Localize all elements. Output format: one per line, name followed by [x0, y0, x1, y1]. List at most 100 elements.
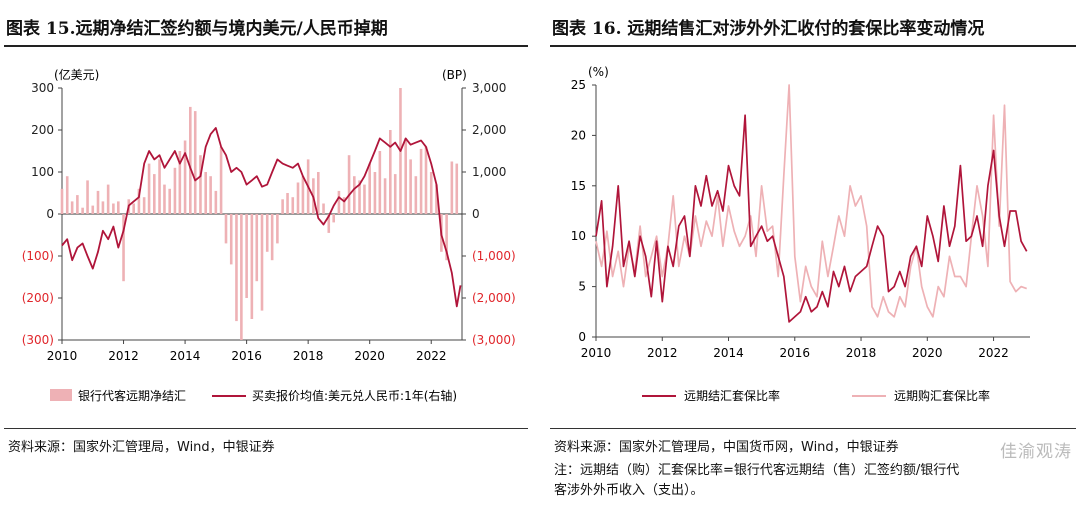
- legend-label-settlement: 远期结汇套保比率: [684, 388, 780, 403]
- net-settlement-bar: [270, 214, 274, 261]
- watermark-text: 佳渝观涛: [1000, 442, 1072, 462]
- y-tick-label: 5: [578, 280, 586, 294]
- figure-15-source: 资料来源：国家外汇管理局，Wind，中银证券: [8, 440, 275, 455]
- net-settlement-bar: [204, 172, 207, 214]
- x-tick-label: 2022: [416, 349, 447, 363]
- net-settlement-bar: [137, 188, 141, 214]
- net-settlement-bar: [450, 161, 454, 214]
- net-settlement-bar: [240, 214, 243, 340]
- net-settlement-bar: [342, 197, 346, 214]
- y-tick-label: 10: [571, 229, 586, 243]
- net-settlement-bar: [158, 159, 161, 214]
- net-settlement-bar: [86, 180, 89, 214]
- net-settlement-bar: [296, 182, 300, 214]
- net-settlement-bar: [455, 163, 459, 214]
- right-tick-label: (1,000): [472, 249, 516, 263]
- settlement-hedge-ratio-line: [595, 114, 1028, 323]
- left-tick-label: 200: [31, 123, 54, 137]
- net-settlement-bar: [347, 155, 351, 214]
- net-settlement-bar: [65, 176, 69, 214]
- net-settlement-bar: [81, 207, 84, 214]
- net-settlement-bar: [235, 214, 238, 322]
- figure-16-note: 注：远期结（购）汇套保比率=银行代客远期结（售）汇签约额/银行代 客涉外外币收入…: [554, 461, 1069, 501]
- net-settlement-bar: [255, 214, 259, 282]
- y-tick-label: 20: [571, 128, 586, 142]
- net-settlement-bar: [173, 167, 177, 214]
- x-tick-label: 2012: [647, 346, 678, 360]
- net-settlement-bar: [168, 188, 171, 214]
- net-settlement-bar: [363, 184, 366, 214]
- title-rule: [4, 45, 528, 47]
- figure-15-chart: (亿美元) (BP) 300 200 100 0 (100) (200) (300) 3,000 2…: [22, 67, 516, 403]
- y-tick-label: 0: [578, 330, 586, 344]
- right-tick-label: 1,000: [472, 165, 506, 179]
- net-settlement-bar: [163, 184, 166, 214]
- note-line-1: 注：远期结（购）汇套保比率=银行代客远期结（售）汇签约额/银行代: [554, 463, 960, 478]
- net-settlement-bar: [70, 201, 74, 214]
- net-settlement-bar: [445, 214, 448, 261]
- x-tick-label: 2020: [354, 349, 385, 363]
- net-settlement-bar: [414, 176, 418, 214]
- left-tick-label: 300: [31, 81, 54, 95]
- net-settlement-bar: [286, 193, 289, 214]
- right-tick-label: (2,000): [472, 291, 516, 305]
- net-settlement-bar: [153, 174, 156, 214]
- net-settlement-bar: [219, 146, 223, 214]
- net-settlement-bar: [332, 214, 335, 223]
- title-rule: [550, 45, 1076, 47]
- swap-line: [61, 127, 462, 308]
- net-settlement-bar: [322, 203, 325, 214]
- net-settlement-bar: [358, 180, 361, 214]
- right-tick-label: (3,000): [472, 333, 516, 347]
- x-tick-label: 2022: [978, 346, 1009, 360]
- net-settlement-bar: [435, 184, 438, 214]
- net-settlement-bar: [409, 159, 412, 214]
- net-settlement-bar: [132, 203, 135, 214]
- net-settlement-bar: [96, 190, 100, 214]
- net-settlement-bar: [142, 197, 146, 214]
- net-settlement-bar: [353, 176, 356, 214]
- net-settlement-bar: [327, 214, 331, 233]
- legend-label-bars: 银行代客远期净结汇: [78, 388, 186, 403]
- net-settlement-bar: [383, 178, 387, 214]
- left-tick-label: (200): [22, 291, 54, 305]
- net-settlement-bar: [147, 163, 151, 214]
- net-settlement-bar: [117, 201, 120, 214]
- y-tick-label: 25: [571, 78, 586, 92]
- figure-16-title: 图表 16. 远期结售汇对涉外外汇收付的套保比率变动情况: [552, 19, 985, 39]
- net-settlement-bar: [209, 176, 212, 214]
- net-settlement-bar: [368, 163, 371, 214]
- note-line-2: 客涉外外币收入（支出）。: [554, 483, 704, 498]
- net-settlement-bar: [260, 214, 264, 311]
- net-settlement-bar: [378, 151, 382, 214]
- net-settlement-bar: [229, 214, 233, 265]
- left-tick-label: (100): [22, 249, 54, 263]
- figure-16-chart: (%)25 20 15 10 5 0 2010 2012 2014 2016 2018 2020 202…: [571, 65, 1030, 403]
- net-settlement-bar: [106, 184, 110, 214]
- x-tick-label: 2016: [231, 349, 262, 363]
- net-settlement-bar: [281, 199, 284, 214]
- net-settlement-bar: [76, 195, 79, 214]
- source-rule: [4, 428, 528, 429]
- net-settlement-bar: [317, 172, 320, 214]
- net-settlement-bar: [291, 197, 295, 214]
- net-settlement-bar: [60, 188, 64, 214]
- net-settlement-bar: [101, 201, 105, 214]
- figure-15-title: 图表 15.远期净结汇签约额与境内美元/人民币掉期: [6, 19, 388, 39]
- x-tick-label: 2014: [170, 349, 201, 363]
- net-settlement-bar: [301, 176, 305, 214]
- legend-label-line: 买卖报价均值:美元兑人民币:1年(右轴): [252, 388, 457, 403]
- y-tick-label: 15: [571, 179, 586, 193]
- net-settlement-bar: [373, 172, 377, 214]
- net-settlement-bar: [265, 214, 269, 252]
- legend-swatch-bars: [50, 389, 72, 401]
- net-settlement-bar: [337, 190, 341, 214]
- figure-16-panel: 图表 16. 远期结售汇对涉外外汇收付的套保比率变动情况 (%) 25 20 15 10…: [546, 0, 1080, 505]
- net-settlement-bar: [214, 190, 218, 214]
- net-settlement-bar: [224, 214, 228, 244]
- y-axis-unit: (%): [588, 65, 609, 79]
- right-tick-label: 0: [472, 207, 480, 221]
- x-tick-label: 2018: [293, 349, 324, 363]
- net-settlement-bar: [178, 151, 182, 214]
- net-settlement-bar: [189, 106, 192, 214]
